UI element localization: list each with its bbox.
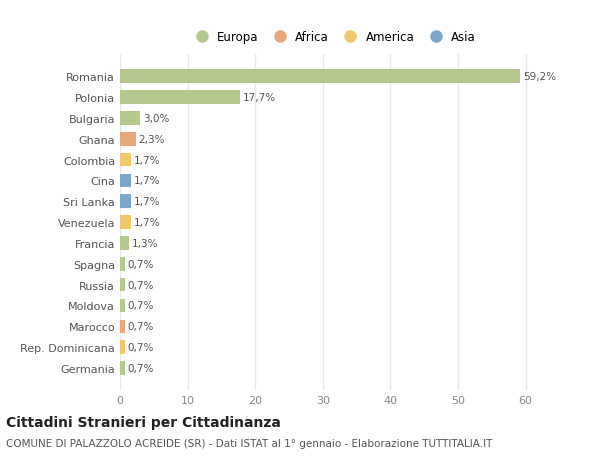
Text: 0,7%: 0,7%: [127, 280, 154, 290]
Bar: [120, 341, 125, 354]
Text: 0,7%: 0,7%: [127, 301, 154, 311]
Text: 0,7%: 0,7%: [127, 363, 154, 373]
Text: 1,3%: 1,3%: [131, 238, 158, 248]
Bar: [120, 216, 131, 230]
Text: 2,3%: 2,3%: [138, 134, 165, 145]
Bar: [120, 174, 131, 188]
Text: 17,7%: 17,7%: [242, 93, 275, 103]
Bar: [120, 195, 131, 208]
Text: 0,7%: 0,7%: [127, 259, 154, 269]
Bar: [120, 70, 520, 84]
Bar: [120, 278, 125, 292]
Bar: [120, 320, 125, 333]
Text: 0,7%: 0,7%: [127, 322, 154, 331]
Bar: [120, 112, 140, 125]
Text: 1,7%: 1,7%: [134, 155, 161, 165]
Text: COMUNE DI PALAZZOLO ACREIDE (SR) - Dati ISTAT al 1° gennaio - Elaborazione TUTTI: COMUNE DI PALAZZOLO ACREIDE (SR) - Dati …: [6, 438, 493, 448]
Text: 1,7%: 1,7%: [134, 218, 161, 228]
Text: 0,7%: 0,7%: [127, 342, 154, 353]
Bar: [120, 361, 125, 375]
Legend: Europa, Africa, America, Asia: Europa, Africa, America, Asia: [187, 28, 479, 47]
Bar: [120, 299, 125, 313]
Text: 3,0%: 3,0%: [143, 114, 169, 123]
Text: 59,2%: 59,2%: [523, 72, 556, 82]
Bar: [120, 257, 125, 271]
Bar: [120, 91, 239, 105]
Text: 1,7%: 1,7%: [134, 197, 161, 207]
Bar: [120, 237, 129, 250]
Text: 1,7%: 1,7%: [134, 176, 161, 186]
Bar: [120, 133, 136, 146]
Bar: [120, 153, 131, 167]
Text: Cittadini Stranieri per Cittadinanza: Cittadini Stranieri per Cittadinanza: [6, 415, 281, 429]
